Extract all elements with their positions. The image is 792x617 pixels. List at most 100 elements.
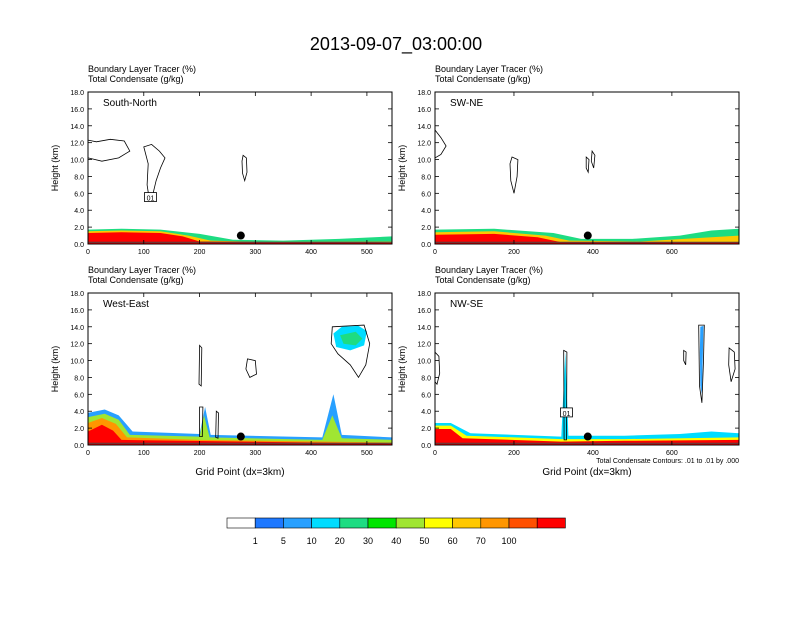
- y-tick-label: 2.0: [74, 426, 84, 433]
- y-tick-label: 18.0: [417, 90, 431, 97]
- condensate-contour: [245, 358, 257, 378]
- y-tick-label: 16.0: [70, 308, 84, 315]
- y-tick-label: 6.0: [74, 392, 84, 399]
- tracer-shading: [699, 325, 704, 395]
- colorbar-swatch: [226, 517, 256, 529]
- x-tick-label: 0: [86, 450, 90, 457]
- x-tick-label: 300: [249, 450, 261, 457]
- colorbar-swatch: [452, 517, 482, 529]
- x-tick-label: 0: [433, 450, 437, 457]
- y-tick-label: 0.0: [74, 443, 84, 450]
- colorbar-label: 60: [448, 536, 458, 546]
- field-layer: [88, 324, 392, 445]
- y-tick-label: 0.0: [421, 242, 431, 249]
- x-axis-label: Grid Point (dx=3km): [195, 467, 284, 478]
- x-tick-label: 0: [433, 249, 437, 256]
- colorbar-swatch: [339, 517, 369, 529]
- contour-label: 01: [563, 411, 571, 418]
- y-tick-label: 8.0: [74, 375, 84, 382]
- y-axis-label: Height (km): [397, 145, 407, 192]
- tracer-shading: [88, 232, 392, 244]
- panel-nw-se: Boundary Layer Tracer (%)Total Condensat…: [397, 265, 740, 478]
- condensate-contour: [509, 156, 519, 194]
- y-tick-label: 18.0: [70, 291, 84, 298]
- x-tick-label: 600: [666, 450, 678, 457]
- condensate-contour: [330, 324, 371, 379]
- panel-sw-ne: Boundary Layer Tracer (%)Total Condensat…: [397, 64, 740, 256]
- panel-header-tracer: Boundary Layer Tracer (%): [88, 265, 196, 275]
- colorbar-swatch: [424, 517, 453, 529]
- y-tick-label: 16.0: [70, 107, 84, 114]
- colorbar-swatch: [395, 517, 425, 529]
- panel-south-north: Boundary Layer Tracer (%)Total Condensat…: [50, 64, 393, 256]
- colorbar-label: 100: [501, 536, 516, 546]
- y-tick-label: 12.0: [70, 141, 84, 148]
- panel-header-condensate: Total Condensate (g/kg): [435, 275, 531, 285]
- y-tick-label: 4.0: [421, 208, 431, 215]
- panel-header-condensate: Total Condensate (g/kg): [435, 74, 531, 84]
- y-tick-label: 4.0: [421, 409, 431, 416]
- x-tick-label: 200: [508, 450, 520, 457]
- x-tick-label: 100: [138, 249, 150, 256]
- location-marker: [236, 432, 245, 441]
- tracer-shading: [435, 352, 739, 445]
- plot-frame: [434, 91, 740, 245]
- location-marker: [236, 231, 245, 240]
- y-tick-label: 16.0: [417, 107, 431, 114]
- condensate-contour: [215, 410, 219, 439]
- colorbar-label: 5: [281, 536, 286, 546]
- condensate-contour: [241, 154, 248, 183]
- y-tick-label: 12.0: [417, 342, 431, 349]
- contour-label-box: [560, 407, 573, 418]
- y-tick-label: 6.0: [74, 191, 84, 198]
- x-tick-label: 200: [194, 450, 206, 457]
- colorbar-label: 10: [307, 536, 317, 546]
- x-tick-label: 0: [86, 249, 90, 256]
- y-tick-label: 14.0: [70, 124, 84, 131]
- tracer-shading: [88, 413, 392, 445]
- contour-note: Total Condensate Contours: .01 to .01 by…: [596, 458, 739, 465]
- field-layer: [88, 138, 392, 244]
- location-marker: [583, 432, 592, 441]
- panel-header-tracer: Boundary Layer Tracer (%): [435, 64, 543, 74]
- colorbar-label: 50: [419, 536, 429, 546]
- panel-header-condensate: Total Condensate (g/kg): [88, 74, 184, 84]
- y-tick-label: 12.0: [70, 342, 84, 349]
- panel-west-east: Boundary Layer Tracer (%)Total Condensat…: [50, 265, 393, 478]
- condensate-contour: [698, 324, 705, 403]
- field-layer: [435, 129, 739, 244]
- y-tick-label: 10.0: [70, 158, 84, 165]
- condensate-contour: [585, 156, 590, 174]
- condensate-contour: [683, 349, 687, 365]
- plot-frame: [87, 91, 393, 245]
- y-tick-label: 8.0: [74, 174, 84, 181]
- y-axis-label: Height (km): [397, 346, 407, 393]
- y-tick-label: 2.0: [421, 225, 431, 232]
- y-tick-label: 2.0: [421, 426, 431, 433]
- y-tick-label: 6.0: [421, 392, 431, 399]
- y-tick-label: 0.0: [74, 242, 84, 249]
- plot-frame: [434, 292, 740, 446]
- x-tick-label: 400: [587, 249, 599, 256]
- contour-label: 01: [147, 196, 155, 203]
- condensate-contour: [728, 347, 736, 382]
- panel-name: South-North: [103, 98, 157, 109]
- colorbar-label: 1: [253, 536, 258, 546]
- x-tick-label: 100: [138, 450, 150, 457]
- y-tick-label: 10.0: [417, 158, 431, 165]
- tracer-shading: [340, 331, 363, 346]
- y-tick-label: 2.0: [74, 225, 84, 232]
- panel-header-tracer: Boundary Layer Tracer (%): [435, 265, 543, 275]
- y-tick-label: 14.0: [70, 325, 84, 332]
- panel-name: NW-SE: [450, 299, 483, 310]
- y-tick-label: 6.0: [421, 191, 431, 198]
- contour-label-box: [144, 192, 157, 202]
- colorbar: 1 5 10 20 30 40 50 60 70 100: [226, 517, 566, 546]
- colorbar-swatch: [536, 517, 566, 529]
- y-tick-label: 8.0: [421, 375, 431, 382]
- field-layer: [435, 324, 739, 445]
- y-tick-label: 18.0: [70, 90, 84, 97]
- x-tick-label: 400: [305, 249, 317, 256]
- y-tick-label: 16.0: [417, 308, 431, 315]
